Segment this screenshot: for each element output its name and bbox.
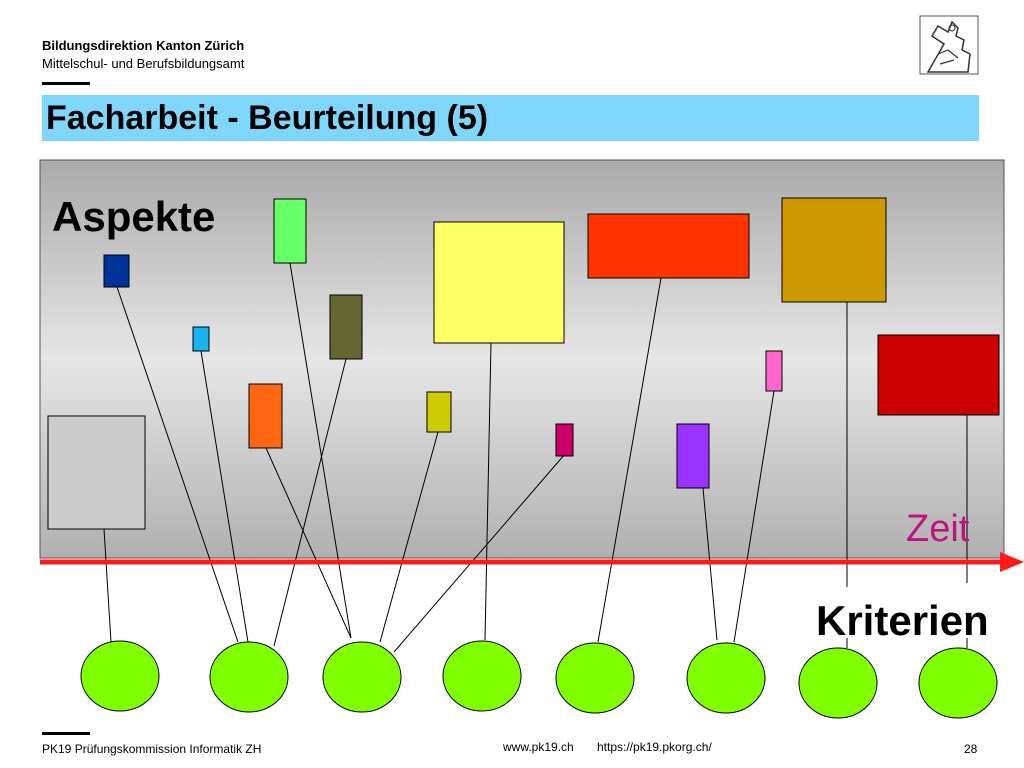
aspect-box xyxy=(877,334,1000,416)
footer-url-primary[interactable]: www.pk19.ch xyxy=(503,740,574,754)
time-label: Zeit xyxy=(906,508,970,550)
aspect-box xyxy=(587,213,750,279)
zurich-lion-coat-of-arms-icon xyxy=(919,15,979,75)
time-axis xyxy=(40,552,1024,572)
criterion-circle xyxy=(686,642,766,714)
criterion-circle xyxy=(322,641,402,713)
aspect-boxes xyxy=(47,197,1000,530)
org-department: Mittelschul- und Berufsbildungsamt xyxy=(42,56,245,71)
header-rule xyxy=(42,82,90,85)
aspect-box xyxy=(433,221,565,344)
aspect-box xyxy=(273,198,307,264)
aspect-box xyxy=(192,326,210,352)
criterion-circle xyxy=(555,642,635,714)
aspect-box xyxy=(426,391,452,433)
aspect-box xyxy=(781,197,887,303)
criterion-circle xyxy=(798,647,878,719)
org-name: Bildungsdirektion Kanton Zürich xyxy=(42,38,245,53)
footer-organization: PK19 Prüfungskommission Informatik ZH xyxy=(42,742,262,756)
aspect-box xyxy=(47,415,146,530)
criterion-circle xyxy=(442,640,522,712)
criterion-circle xyxy=(80,640,160,712)
title-bar: Facharbeit - Beurteilung (5) xyxy=(42,95,979,141)
aspects-label: Aspekte xyxy=(52,193,216,240)
footer-url-secondary[interactable]: https://pk19.pkorg.ch/ xyxy=(597,740,712,754)
aspect-box xyxy=(329,294,363,360)
aspect-box xyxy=(555,423,574,457)
aspect-box xyxy=(765,350,783,392)
aspect-box xyxy=(248,383,283,449)
criteria-label: Kriterien xyxy=(816,597,989,644)
aspect-box xyxy=(103,254,130,288)
slide-title: Facharbeit - Beurteilung (5) xyxy=(46,99,489,137)
footer-rule xyxy=(42,732,90,735)
criterion-circle xyxy=(209,641,289,713)
criterion-circle xyxy=(918,647,998,719)
page-number: 28 xyxy=(964,742,978,756)
aspect-box xyxy=(676,423,710,489)
criteria-circles xyxy=(80,640,998,719)
